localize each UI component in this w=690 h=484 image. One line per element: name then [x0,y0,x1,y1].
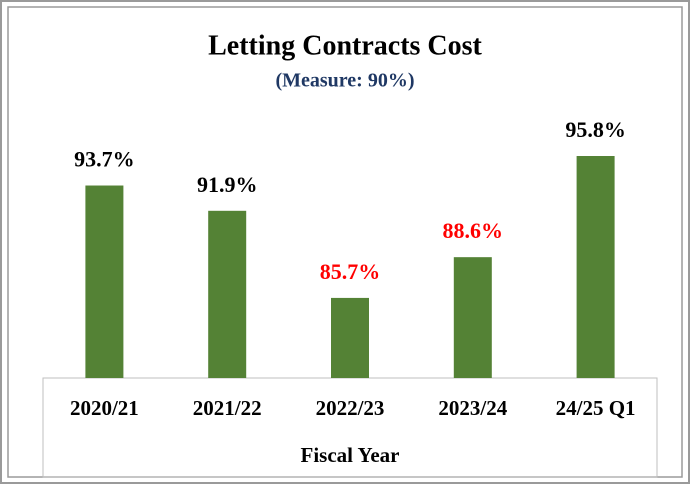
bar [85,185,124,378]
data-label: 85.7% [320,259,381,284]
data-label: 93.7% [74,147,135,172]
x-axis-title: Fiscal Year [301,443,400,467]
data-label: 91.9% [197,172,258,197]
bar [576,156,615,378]
data-label: 88.6% [443,218,504,243]
x-tick-label: 24/25 Q1 [556,396,636,420]
x-tick-label: 2023/24 [438,396,507,420]
chart-title: Letting Contracts Cost [208,30,482,61]
bar [208,210,247,378]
bar [331,297,369,378]
bar [453,257,492,378]
x-tick-label: 2022/23 [316,396,385,420]
chart-subtitle: (Measure: 90%) [275,70,414,92]
data-label: 95.8% [565,117,626,142]
x-tick-label: 2020/21 [70,396,139,420]
x-tick-label: 2021/22 [193,396,262,420]
